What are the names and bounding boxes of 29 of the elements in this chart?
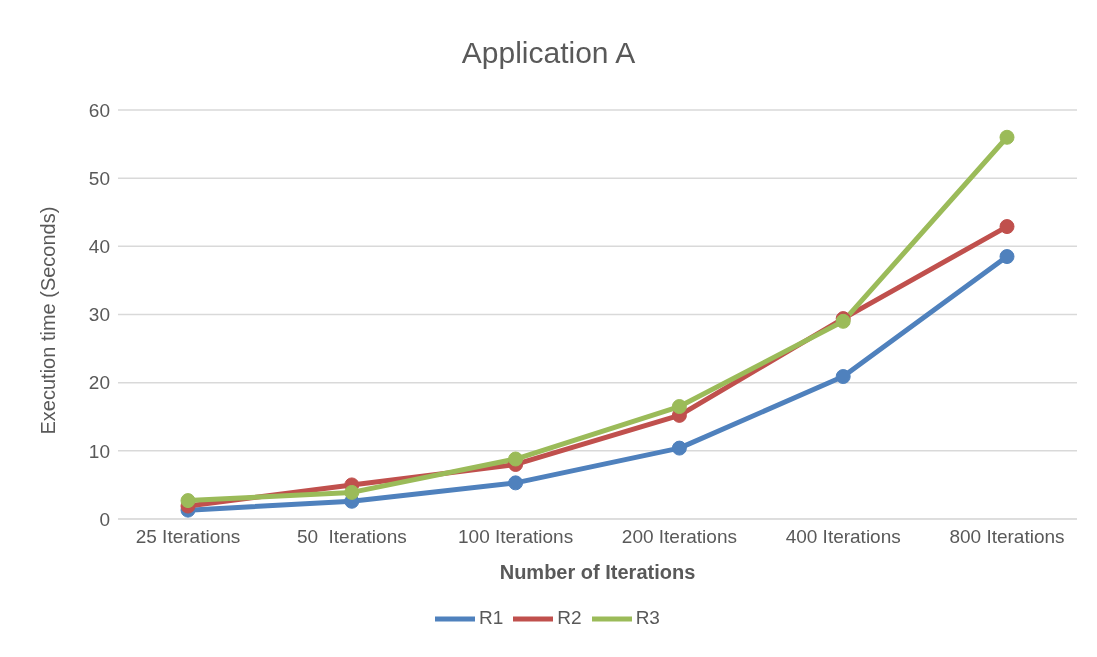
point	[835, 369, 851, 385]
point	[999, 129, 1015, 145]
y-tick-label: 10	[88, 440, 110, 462]
x-tick-label: 200 Iterations	[621, 526, 737, 547]
point	[344, 484, 360, 500]
legend-label: R2	[557, 607, 582, 629]
x-tick-label: 400 Iterations	[785, 526, 901, 547]
y-tick-label: 60	[88, 99, 110, 121]
legend-label: R1	[479, 607, 504, 629]
point	[999, 219, 1015, 235]
x-tick-label: 100 Iterations	[458, 526, 574, 547]
point	[671, 399, 687, 415]
x-axis-title: Number of Iterations	[499, 561, 696, 583]
chart-title: Application A	[460, 36, 637, 70]
x-tick-label: 25 Iterations	[135, 526, 241, 547]
x-tick-label: 50 Iterations	[296, 526, 407, 547]
point	[180, 493, 196, 509]
y-tick-label: 30	[88, 304, 110, 326]
point	[671, 440, 687, 456]
y-tick-label: 0	[99, 508, 110, 530]
y-tick-label: 50	[88, 167, 110, 189]
point	[508, 475, 524, 491]
y-tick-label: 40	[88, 236, 110, 258]
legend-label: R3	[635, 607, 660, 629]
y-tick-label: 20	[88, 372, 110, 394]
point	[999, 249, 1015, 265]
x-tick-label: 800 Iterations	[949, 526, 1065, 547]
point	[508, 451, 524, 467]
y-axis-title: Execution time (Seconds)	[37, 206, 60, 435]
